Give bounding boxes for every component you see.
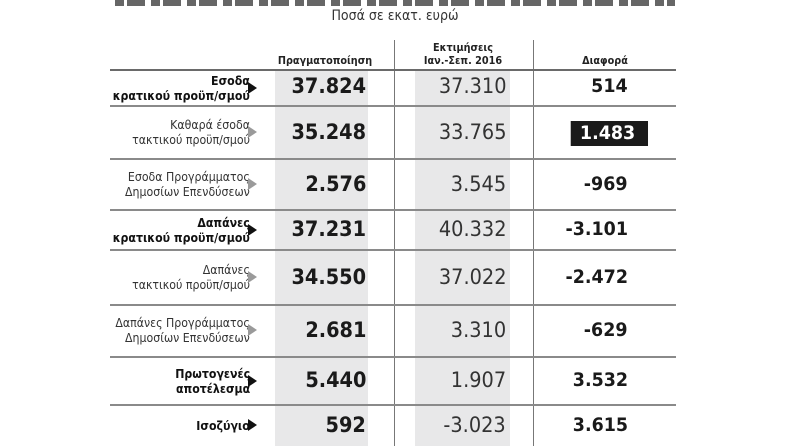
column-divider-2	[533, 40, 534, 446]
budget-table: Πραγματοποίηση Εκτιμήσεις Ιαν.-Σεπ. 2016…	[110, 0, 676, 446]
estimate-value: 1.907	[450, 368, 506, 392]
row-label: Δαπάνες Προγράμματος Δημοσίων Επενδύσεων	[115, 315, 250, 345]
table-row: Εσοδα Προγράμματος Δημοσίων Επενδύσεων 2…	[110, 160, 676, 209]
title-cut-off	[0, 0, 790, 6]
arrow-right-icon	[248, 126, 257, 138]
arrow-right-icon	[248, 178, 257, 190]
actual-value: 2.576	[304, 172, 366, 196]
row-label: Ισοζύγιο	[196, 418, 250, 433]
arrow-right-icon	[248, 224, 257, 236]
arrow-right-icon	[248, 419, 257, 431]
actual-value: 37.231	[291, 217, 366, 241]
table-row: Πρωτογενές αποτέλεσμα 5.440 1.907 3.532	[110, 358, 676, 404]
row-label: Δαπάνες τακτικού προϋπ/σμού	[132, 262, 250, 292]
arrow-right-icon	[248, 271, 257, 283]
row-divider	[110, 249, 676, 251]
estimate-value: 33.765	[438, 120, 506, 144]
row-divider	[110, 404, 676, 406]
column-header-estimate: Εκτιμήσεις Ιαν.-Σεπ. 2016	[423, 41, 503, 67]
table-row: Δαπάνες τακτικού προϋπ/σμού 34.550 37.02…	[110, 251, 676, 304]
row-divider	[110, 209, 676, 211]
actual-value: 35.248	[291, 120, 366, 144]
row-divider	[110, 356, 676, 358]
difference-value: -2.472	[565, 266, 628, 288]
table-row: Εσοδα κρατικού προϋπ/σμού 37.824 37.310 …	[110, 71, 676, 105]
difference-value: -3.101	[565, 218, 628, 240]
estimate-value: 37.310	[438, 74, 506, 98]
subtitle: Ποσά σε εκατ. ευρώ	[331, 8, 459, 24]
actual-column-band	[275, 71, 368, 446]
row-label: Εσοδα κρατικού προϋπ/σμού	[112, 73, 250, 103]
column-header-difference: Διαφορά	[582, 54, 628, 67]
row-label: Εσοδα Προγράμματος Δημοσίων Επενδύσεων	[125, 169, 250, 199]
difference-value: 514	[591, 75, 628, 97]
table-row: Δαπάνες Προγράμματος Δημοσίων Επενδύσεων…	[110, 306, 676, 356]
arrow-right-icon	[248, 375, 257, 387]
arrow-right-icon	[248, 324, 257, 336]
arrow-right-icon	[248, 82, 257, 94]
row-divider	[110, 304, 676, 306]
row-label: Δαπάνες κρατικού προϋπ/σμού	[112, 215, 250, 245]
actual-value: 2.681	[304, 318, 366, 342]
difference-value: 3.615	[572, 414, 628, 436]
difference-value: -969	[584, 173, 628, 195]
row-divider	[110, 105, 676, 107]
estimate-value: 3.545	[450, 172, 506, 196]
estimate-value: 37.022	[438, 265, 506, 289]
actual-value: 5.440	[304, 368, 366, 392]
table-row: Καθαρά έσοδα τακτικού προϋπ/σμού 35.248 …	[110, 107, 676, 158]
table-row: Δαπάνες κρατικού προϋπ/σμού 37.231 40.33…	[110, 211, 676, 249]
header-rule	[110, 69, 676, 71]
difference-value: 3.532	[572, 369, 628, 391]
actual-value: 592	[325, 413, 366, 437]
difference-value: -629	[584, 319, 628, 341]
row-label: Καθαρά έσοδα τακτικού προϋπ/σμού	[132, 117, 250, 147]
estimate-value: 40.332	[438, 217, 506, 241]
difference-value-highlighted: 1.483	[570, 121, 648, 146]
column-divider-1	[394, 40, 395, 446]
estimate-value: -3.023	[443, 413, 506, 437]
estimate-column-band	[415, 71, 510, 446]
column-header-actual: Πραγματοποίηση	[277, 54, 373, 67]
actual-value: 34.550	[291, 265, 366, 289]
row-label: Πρωτογενές αποτέλεσμα	[175, 366, 250, 396]
row-divider	[110, 158, 676, 160]
actual-value: 37.824	[291, 74, 366, 98]
table-row: Ισοζύγιο 592 -3.023 3.615	[110, 406, 676, 446]
estimate-value: 3.310	[450, 318, 506, 342]
